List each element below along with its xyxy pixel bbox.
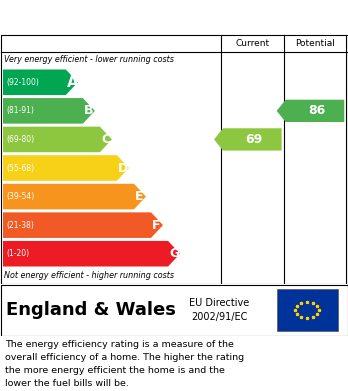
Text: EU Directive
2002/91/EC: EU Directive 2002/91/EC (189, 298, 250, 322)
Text: A: A (67, 75, 79, 90)
Text: England & Wales: England & Wales (6, 301, 176, 319)
Text: F: F (152, 219, 160, 231)
Text: (69-80): (69-80) (6, 135, 34, 144)
Text: (21-38): (21-38) (6, 221, 34, 230)
Text: G: G (169, 247, 179, 260)
Text: 86: 86 (308, 104, 326, 117)
Polygon shape (3, 98, 95, 124)
Polygon shape (214, 128, 282, 151)
Polygon shape (277, 100, 344, 122)
Text: (55-68): (55-68) (6, 163, 34, 172)
Text: Very energy efficient - lower running costs: Very energy efficient - lower running co… (4, 55, 174, 64)
Polygon shape (3, 70, 78, 95)
Polygon shape (3, 155, 129, 181)
Bar (277, 289, 338, 331)
Text: Energy Efficiency Rating: Energy Efficiency Rating (10, 8, 239, 26)
Text: (1-20): (1-20) (6, 249, 29, 258)
Text: The energy efficiency rating is a measure of the
overall efficiency of a home. T: The energy efficiency rating is a measur… (5, 340, 244, 387)
Text: B: B (84, 104, 93, 117)
Text: (81-91): (81-91) (6, 106, 34, 115)
Polygon shape (3, 241, 180, 267)
Polygon shape (3, 184, 146, 209)
Polygon shape (3, 212, 163, 238)
Text: Current: Current (235, 38, 269, 47)
Text: (39-54): (39-54) (6, 192, 34, 201)
Text: Not energy efficient - higher running costs: Not energy efficient - higher running co… (4, 271, 174, 280)
Text: (92-100): (92-100) (6, 78, 39, 87)
Text: Potential: Potential (295, 38, 335, 47)
Text: 69: 69 (246, 133, 263, 146)
Text: E: E (135, 190, 143, 203)
Text: D: D (118, 161, 128, 174)
Text: C: C (101, 133, 110, 146)
Polygon shape (3, 127, 112, 152)
